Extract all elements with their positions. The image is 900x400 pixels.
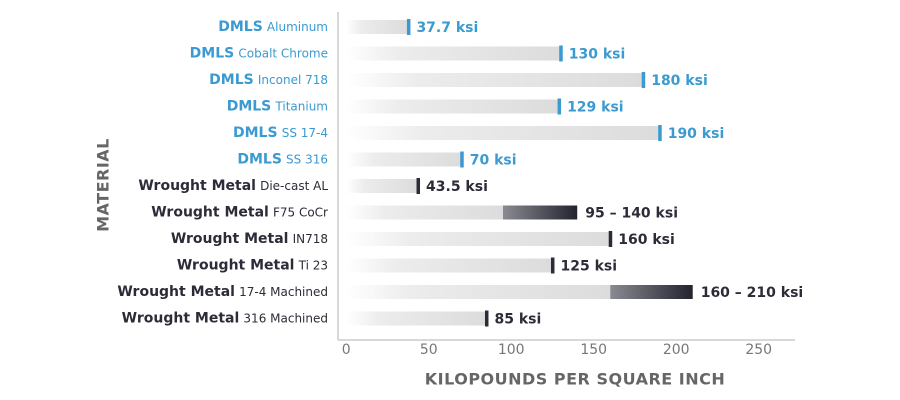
category-label: DMLS Inconel 718 (209, 72, 328, 88)
value-label: 85 ksi (494, 312, 541, 328)
bar-end (559, 45, 563, 62)
category-name: SS 17-4 (282, 126, 328, 140)
category-name: IN718 (293, 232, 328, 246)
category-label: Wrought Metal Ti 23 (177, 258, 328, 274)
category-label: Wrought Metal IN718 (171, 231, 328, 247)
value-label: 160 ksi (618, 232, 675, 248)
category-name: 17-4 Machined (239, 285, 328, 299)
value-label: 70 ksi (470, 153, 517, 169)
category-name: Aluminum (267, 20, 328, 34)
x-tick-label: 0 (342, 342, 351, 358)
x-tick-label: 150 (580, 342, 607, 358)
category-prefix: DMLS (209, 72, 254, 88)
category-name: 316 Machined (243, 311, 328, 325)
value-label: 95 – 140 ksi (585, 206, 678, 222)
bar-end (608, 231, 613, 247)
category-prefix: Wrought Metal (177, 258, 295, 274)
category-prefix: Wrought Metal (138, 178, 256, 194)
category-prefix: DMLS (218, 19, 263, 35)
category-label: Wrought Metal Die-cast AL (138, 178, 328, 194)
category-prefix: Wrought Metal (151, 205, 269, 221)
category-label: DMLS SS 17-4 (233, 125, 328, 141)
y-axis-title: MATERIAL (94, 138, 113, 232)
bar (346, 205, 503, 220)
category-prefix: DMLS (227, 99, 272, 115)
range-bar (502, 205, 578, 220)
category-label: DMLS Aluminum (218, 19, 328, 35)
bar (346, 311, 487, 326)
bar-end (460, 151, 464, 168)
value-label: 160 – 210 ksi (701, 285, 804, 301)
x-tick-label: 200 (663, 342, 690, 358)
bar (346, 99, 560, 114)
category-name: Die-cast AL (260, 179, 328, 193)
category-name: Inconel 718 (258, 73, 328, 87)
category-label: Wrought Metal F75 CoCr (151, 205, 328, 221)
value-label: 129 ksi (567, 100, 624, 116)
bar-end (406, 19, 411, 35)
bar (346, 46, 561, 61)
category-label: DMLS SS 316 (237, 152, 328, 168)
category-name: Titanium (274, 99, 328, 113)
bar (346, 179, 419, 193)
bar (346, 285, 611, 299)
category-prefix: Wrought Metal (171, 231, 289, 247)
category-prefix: Wrought Metal (122, 311, 240, 327)
category-name: SS 316 (286, 152, 328, 166)
bar (346, 20, 409, 34)
category-label: DMLS Cobalt Chrome (190, 46, 328, 62)
bar-end (658, 125, 662, 141)
value-label: 125 ksi (560, 259, 617, 275)
category-prefix: Wrought Metal (117, 284, 235, 300)
value-label: 190 ksi (668, 126, 725, 142)
bar (346, 126, 660, 140)
bar-end (416, 178, 421, 194)
category-prefix: DMLS (237, 152, 282, 168)
bar (346, 73, 644, 87)
x-tick-label: 100 (498, 342, 525, 358)
category-label: Wrought Metal 316 Machined (122, 311, 328, 327)
category-name: Ti 23 (298, 258, 328, 272)
value-label: 37.7 ksi (416, 20, 478, 36)
category-label: DMLS Titanium (227, 99, 328, 115)
category-name: Cobalt Chrome (238, 46, 328, 60)
value-label: 43.5 ksi (426, 179, 488, 195)
category-prefix: DMLS (233, 125, 278, 141)
bar-end (484, 310, 489, 327)
value-label: 130 ksi (569, 47, 626, 63)
value-label: 180 ksi (651, 73, 708, 89)
bar-end (550, 257, 555, 274)
bar-end (557, 98, 562, 115)
x-tick-label: 250 (745, 342, 772, 358)
category-prefix: DMLS (190, 46, 235, 62)
range-bar (610, 285, 693, 299)
x-axis-title: KILOPOUNDS PER SQUARE INCH (425, 370, 726, 389)
category-label: Wrought Metal 17-4 Machined (117, 284, 328, 300)
x-tick-label: 50 (420, 342, 438, 358)
category-name: F75 CoCr (273, 205, 328, 219)
bar-end (641, 72, 646, 88)
bar (346, 152, 462, 167)
bar (346, 258, 553, 273)
bar (346, 232, 611, 246)
